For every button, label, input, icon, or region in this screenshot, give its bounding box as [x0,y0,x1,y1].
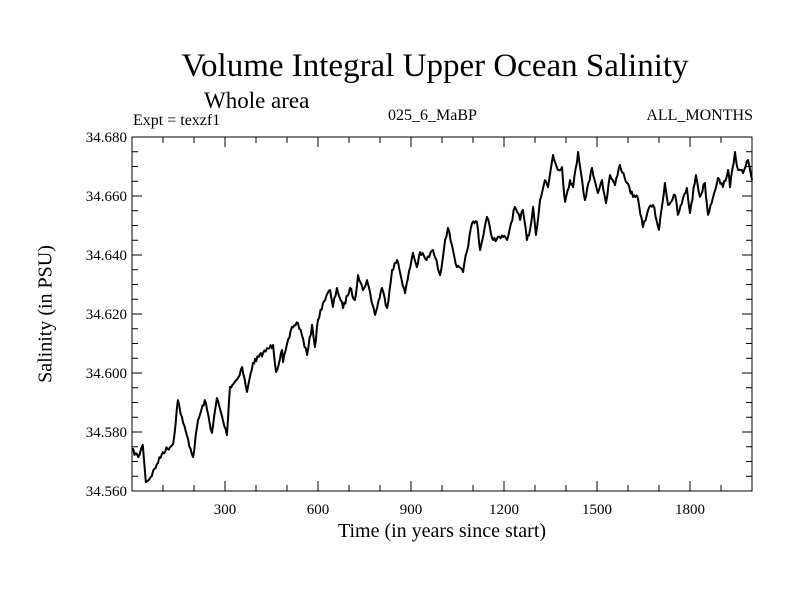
x-tick-label: 300 [214,502,237,518]
x-axis-label: Time (in years since start) [337,520,547,542]
y-tick-label: 34.660 [86,189,127,205]
x-tick-label: 600 [307,502,330,518]
chart-subtitle: Whole area [204,88,310,113]
run-label: 025_6_MaBP [388,107,477,124]
y-tick-label: 34.640 [86,248,127,264]
plot-frame [131,136,753,492]
experiment-label: Expt = texzf1 [133,112,221,129]
y-tick-label: 34.580 [86,425,127,441]
x-tick-label: 1200 [489,502,519,518]
y-tick-label: 34.560 [86,484,127,500]
x-tick-label: 900 [400,502,423,518]
x-tick-label: 1800 [675,502,705,518]
chart-title: Volume Integral Upper Ocean Salinity [181,48,689,84]
axis-ticks [132,137,752,491]
y-tick-label: 34.680 [86,130,127,146]
salinity-line [131,151,753,484]
tick-labels: 300 600 900 1200 1500 1800 34.560 34.580 34.600 3… [86,130,705,518]
y-tick-label: 34.600 [86,366,127,382]
x-tick-label: 1500 [582,502,612,518]
y-tick-label: 34.620 [86,307,127,323]
months-label: ALL_MONTHS [646,107,753,124]
